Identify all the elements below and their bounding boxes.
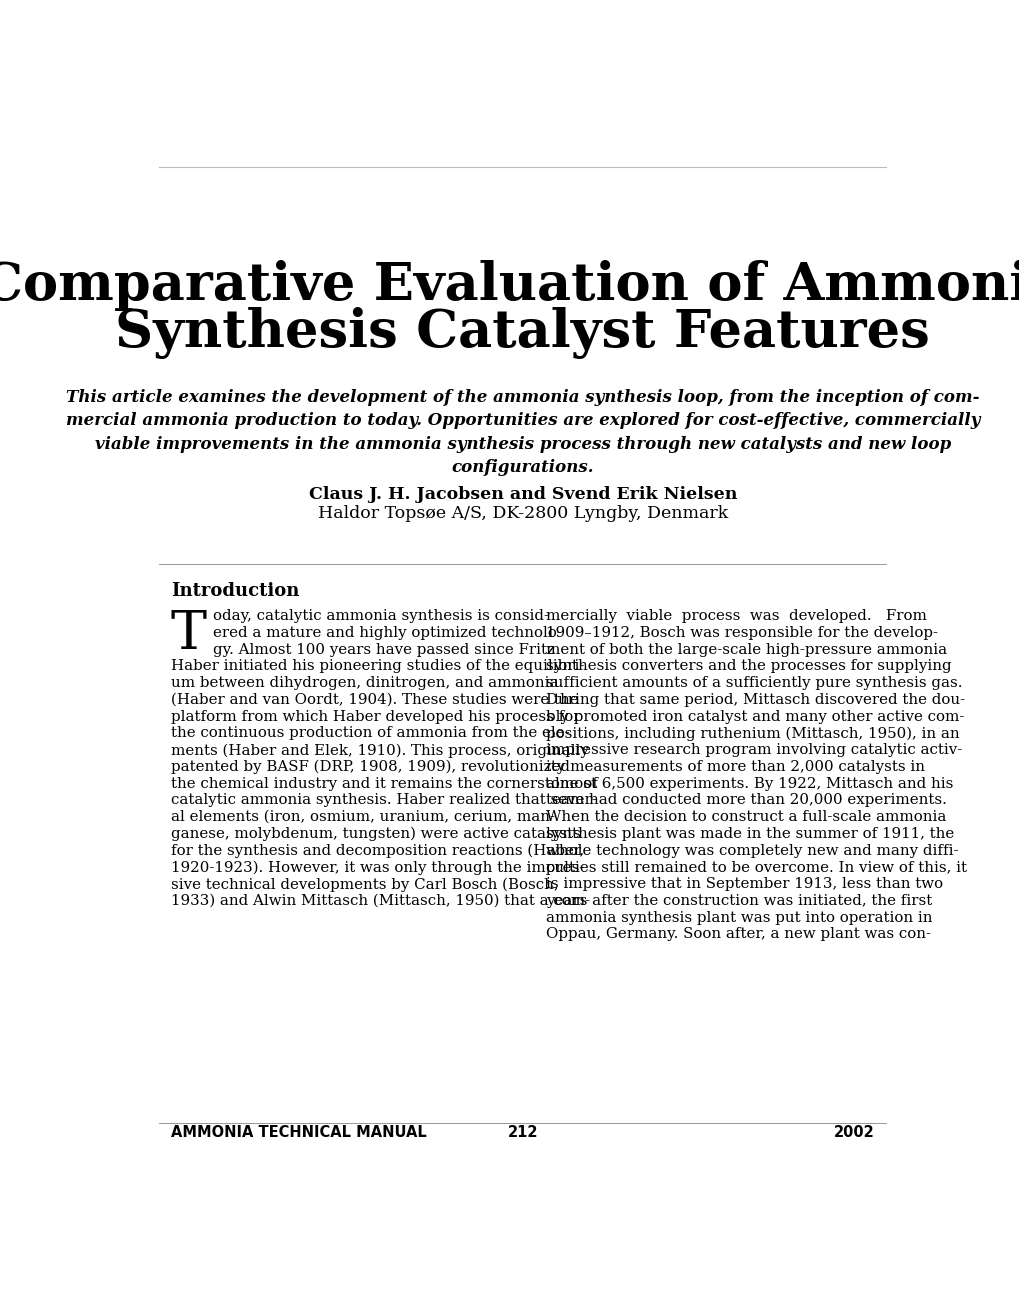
Text: 1909–1912, Bosch was responsible for the develop-: 1909–1912, Bosch was responsible for the… [546,625,937,640]
Text: ity measurements of more than 2,000 catalysts in: ity measurements of more than 2,000 cata… [546,760,924,774]
Text: 1933) and Alwin Mittasch (Mittasch, 1950) that a com-: 1933) and Alwin Mittasch (Mittasch, 1950… [171,894,590,908]
Text: almost 6,500 experiments. By 1922, Mittasch and his: almost 6,500 experiments. By 1922, Mitta… [546,777,953,791]
Text: ments (Haber and Elek, 1910). This process, originally: ments (Haber and Elek, 1910). This proce… [171,743,588,758]
Text: um between dihydrogen, dinitrogen, and ammonia: um between dihydrogen, dinitrogen, and a… [171,676,558,690]
Text: Comparative Evaluation of Ammonia: Comparative Evaluation of Ammonia [0,259,1019,311]
Text: Synthesis Catalyst Features: Synthesis Catalyst Features [115,307,929,359]
Text: impressive research program involving catalytic activ-: impressive research program involving ca… [546,743,962,758]
Text: Haldor Topsøe A/S, DK-2800 Lyngby, Denmark: Haldor Topsøe A/S, DK-2800 Lyngby, Denma… [317,505,728,522]
Text: sufficient amounts of a sufficiently pure synthesis gas.: sufficient amounts of a sufficiently pur… [546,676,962,690]
Text: AMMONIA TECHNICAL MANUAL: AMMONIA TECHNICAL MANUAL [171,1125,426,1140]
Text: whole technology was completely new and many diffi-: whole technology was completely new and … [546,843,958,857]
Text: (Haber and van Oordt, 1904). These studies were the: (Haber and van Oordt, 1904). These studi… [171,693,578,707]
Text: bly promoted iron catalyst and many other active com-: bly promoted iron catalyst and many othe… [546,710,964,724]
Text: During that same period, Mittasch discovered the dou-: During that same period, Mittasch discov… [546,693,965,707]
Text: sive technical developments by Carl Bosch (Bosch,: sive technical developments by Carl Bosc… [171,877,558,891]
Text: 212: 212 [507,1125,537,1140]
Text: al elements (iron, osmium, uranium, cerium, man-: al elements (iron, osmium, uranium, ceri… [171,811,554,824]
Text: T: T [171,609,207,662]
Text: ganese, molybdenum, tungsten) were active catalysts: ganese, molybdenum, tungsten) were activ… [171,828,580,842]
Text: Introduction: Introduction [171,583,299,600]
Text: patented by BASF (DRP, 1908, 1909), revolutionized: patented by BASF (DRP, 1908, 1909), revo… [171,760,570,774]
Text: Haber initiated his pioneering studies of the equilibri-: Haber initiated his pioneering studies o… [171,659,584,673]
Text: This article examines the development of the ammonia synthesis loop, from the in: This article examines the development of… [65,388,979,477]
Text: synthesis plant was made in the summer of 1911, the: synthesis plant was made in the summer o… [546,828,954,840]
Text: culties still remained to be overcome. In view of this, it: culties still remained to be overcome. I… [546,860,966,874]
Text: gy. Almost 100 years have passed since Fritz: gy. Almost 100 years have passed since F… [213,642,554,657]
Text: the continuous production of ammonia from the ele-: the continuous production of ammonia fro… [171,726,569,741]
Text: Oppau, Germany. Soon after, a new plant was con-: Oppau, Germany. Soon after, a new plant … [546,927,930,941]
Text: ammonia synthesis plant was put into operation in: ammonia synthesis plant was put into ope… [546,910,932,925]
Text: oday, catalytic ammonia synthesis is consid-: oday, catalytic ammonia synthesis is con… [213,609,548,623]
Text: 1920-1923). However, it was only through the impres-: 1920-1923). However, it was only through… [171,860,584,875]
Text: mercially  viable  process  was  developed.   From: mercially viable process was developed. … [546,609,926,623]
Text: synthesis converters and the processes for supplying: synthesis converters and the processes f… [546,659,951,673]
Text: ment of both the large-scale high-pressure ammonia: ment of both the large-scale high-pressu… [546,642,947,657]
Text: platform from which Haber developed his process for: platform from which Haber developed his … [171,710,580,724]
Text: is impressive that in September 1913, less than two: is impressive that in September 1913, le… [546,877,943,891]
Text: team had conducted more than 20,000 experiments.: team had conducted more than 20,000 expe… [546,794,947,807]
Text: positions, including ruthenium (Mittasch, 1950), in an: positions, including ruthenium (Mittasch… [546,726,959,741]
Text: the chemical industry and it remains the cornerstone of: the chemical industry and it remains the… [171,777,597,791]
Text: catalytic ammonia synthesis. Haber realized that sever-: catalytic ammonia synthesis. Haber reali… [171,794,596,807]
Text: Claus J. H. Jacobsen and Svend Erik Nielsen: Claus J. H. Jacobsen and Svend Erik Niel… [309,486,736,502]
Text: ered a mature and highly optimized technolo-: ered a mature and highly optimized techn… [213,625,561,640]
Text: 2002: 2002 [833,1125,873,1140]
Text: for the synthesis and decomposition reactions (Haber,: for the synthesis and decomposition reac… [171,843,584,859]
Text: When the decision to construct a full-scale ammonia: When the decision to construct a full-sc… [546,811,946,824]
Text: years after the construction was initiated, the first: years after the construction was initiat… [546,894,931,908]
